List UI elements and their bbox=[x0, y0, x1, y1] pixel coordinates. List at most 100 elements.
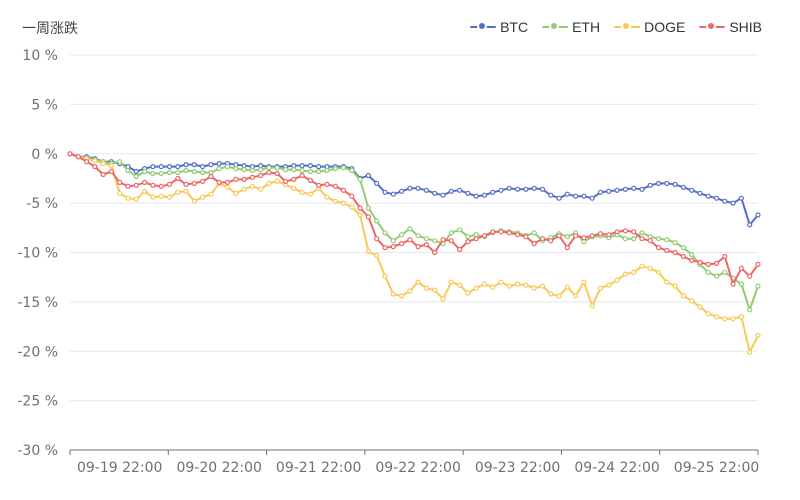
data-point-doge bbox=[581, 279, 587, 285]
data-point-shib bbox=[224, 179, 231, 185]
data-point-eth bbox=[208, 169, 214, 176]
data-point-eth bbox=[233, 166, 239, 172]
data-point-doge bbox=[548, 291, 554, 297]
data-point-eth bbox=[142, 168, 148, 175]
data-point-eth bbox=[448, 230, 454, 236]
data-point-shib bbox=[448, 238, 454, 244]
data-point-eth bbox=[705, 269, 711, 275]
data-point-doge bbox=[142, 188, 148, 194]
data-point-eth bbox=[175, 169, 181, 176]
data-point-btc bbox=[316, 164, 322, 170]
data-point-shib bbox=[556, 233, 562, 239]
data-point-doge bbox=[531, 285, 537, 291]
data-point-shib bbox=[680, 253, 687, 260]
data-point-doge bbox=[183, 188, 189, 194]
data-point-btc bbox=[166, 164, 173, 170]
data-point-btc bbox=[448, 188, 454, 194]
data-point-doge bbox=[689, 298, 695, 304]
x-tick-label: 09-21 22:00 bbox=[276, 460, 361, 476]
data-point-shib bbox=[713, 260, 720, 266]
data-point-shib bbox=[183, 181, 189, 187]
data-point-btc bbox=[705, 193, 711, 199]
data-point-eth bbox=[564, 234, 570, 240]
data-point-btc bbox=[597, 189, 604, 195]
data-point-doge bbox=[614, 277, 620, 283]
data-point-btc bbox=[473, 193, 479, 199]
data-point-eth bbox=[473, 232, 479, 238]
data-point-eth bbox=[158, 170, 164, 177]
data-point-eth bbox=[647, 234, 653, 240]
data-point-eth bbox=[755, 283, 761, 289]
data-point-doge bbox=[713, 314, 720, 320]
data-point-btc bbox=[423, 187, 429, 193]
data-point-doge bbox=[415, 279, 421, 285]
data-point-doge bbox=[158, 193, 164, 199]
data-point-eth bbox=[183, 167, 189, 174]
data-point-shib bbox=[382, 245, 388, 251]
y-tick-label: 0 % bbox=[31, 147, 58, 163]
y-tick-label: -15 % bbox=[17, 295, 58, 311]
data-point-shib bbox=[100, 171, 106, 178]
data-point-eth bbox=[316, 168, 322, 175]
data-point-btc bbox=[606, 188, 612, 194]
data-point-shib bbox=[200, 178, 206, 184]
data-point-eth bbox=[224, 164, 231, 170]
data-point-eth bbox=[622, 236, 629, 242]
data-point-btc bbox=[622, 186, 629, 192]
data-point-btc bbox=[465, 190, 471, 196]
data-point-eth bbox=[150, 170, 156, 177]
data-point-btc bbox=[589, 195, 595, 201]
y-tick-label: 10 % bbox=[22, 48, 58, 64]
data-point-btc bbox=[216, 161, 222, 167]
data-point-doge bbox=[224, 184, 231, 190]
data-point-eth bbox=[349, 167, 355, 174]
data-point-eth bbox=[200, 169, 206, 176]
data-point-doge bbox=[432, 287, 438, 293]
legend-label-eth: ETH bbox=[572, 19, 601, 35]
data-point-doge bbox=[506, 283, 512, 289]
data-point-btc bbox=[722, 198, 728, 204]
data-point-doge bbox=[150, 194, 156, 200]
legend-item-btc[interactable]: BTC bbox=[470, 19, 528, 35]
data-point-doge bbox=[274, 178, 280, 184]
data-point-shib bbox=[241, 176, 247, 182]
data-point-shib bbox=[233, 176, 239, 182]
data-point-doge bbox=[514, 281, 521, 287]
data-point-eth bbox=[457, 227, 463, 233]
data-point-doge bbox=[365, 248, 371, 255]
data-point-btc bbox=[514, 186, 521, 192]
data-point-shib bbox=[390, 244, 396, 250]
data-point-doge bbox=[340, 200, 347, 206]
data-point-eth bbox=[680, 245, 687, 251]
data-point-eth bbox=[249, 167, 255, 174]
data-point-shib bbox=[291, 176, 297, 182]
data-point-btc bbox=[531, 185, 537, 191]
legend-item-eth[interactable]: ETH bbox=[542, 19, 600, 35]
data-point-btc bbox=[614, 187, 620, 193]
data-point-eth bbox=[216, 166, 222, 172]
legend-item-doge[interactable]: DOGE bbox=[614, 19, 685, 35]
y-tick-label: -20 % bbox=[17, 344, 58, 360]
legend-item-shib[interactable]: SHIB bbox=[699, 19, 762, 35]
data-point-doge bbox=[457, 282, 463, 288]
data-point-btc bbox=[564, 191, 570, 197]
data-point-shib bbox=[349, 193, 355, 199]
data-point-doge bbox=[672, 283, 678, 289]
data-point-doge bbox=[738, 314, 745, 320]
data-point-doge bbox=[399, 293, 405, 299]
chart-legend: BTC ETH DOGE SHIB bbox=[470, 19, 762, 35]
data-point-shib bbox=[374, 236, 380, 242]
data-point-shib bbox=[258, 172, 264, 179]
data-point-shib bbox=[589, 233, 595, 239]
data-point-btc bbox=[490, 189, 496, 195]
data-point-shib bbox=[67, 151, 73, 157]
data-point-btc bbox=[374, 180, 380, 186]
data-point-eth bbox=[374, 218, 380, 224]
data-point-shib bbox=[572, 233, 579, 239]
data-point-btc bbox=[523, 186, 529, 192]
data-point-doge bbox=[523, 282, 529, 288]
data-point-btc bbox=[680, 184, 687, 190]
y-tick-label: -30 % bbox=[17, 443, 58, 459]
data-point-eth bbox=[324, 167, 330, 174]
data-point-doge bbox=[299, 189, 305, 195]
